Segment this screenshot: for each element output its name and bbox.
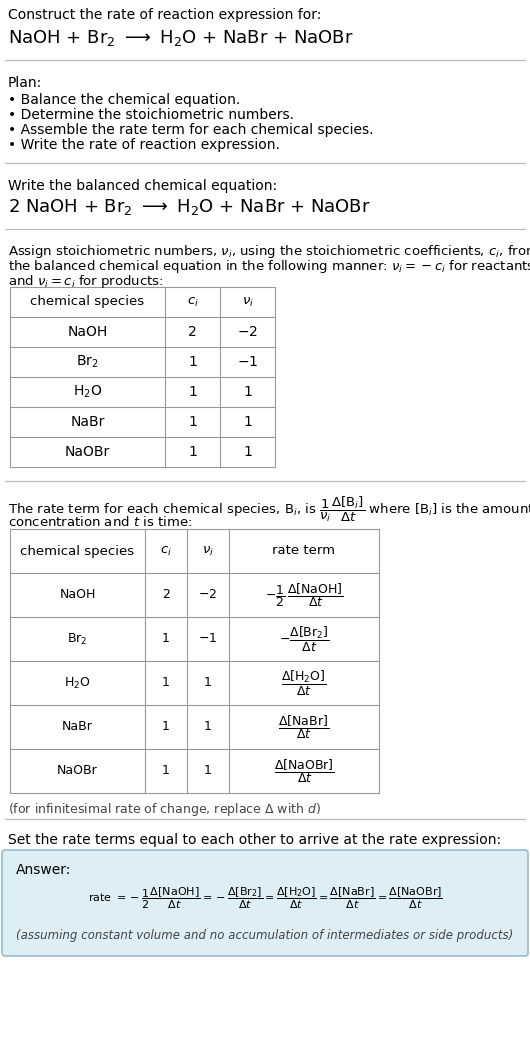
Text: 1: 1 xyxy=(188,415,197,429)
Text: • Write the rate of reaction expression.: • Write the rate of reaction expression. xyxy=(8,138,280,152)
Text: $-\dfrac{1}{2}\,\dfrac{\Delta[\mathrm{NaOH}]}{\Delta t}$: $-\dfrac{1}{2}\,\dfrac{\Delta[\mathrm{Na… xyxy=(264,581,343,609)
Text: 1: 1 xyxy=(204,720,212,734)
Text: $-\dfrac{\Delta[\mathrm{Br}_2]}{\Delta t}$: $-\dfrac{\Delta[\mathrm{Br}_2]}{\Delta t… xyxy=(279,624,329,653)
Text: 2 NaOH + Br$_2$ $\longrightarrow$ H$_2$O + NaBr + NaOBr: 2 NaOH + Br$_2$ $\longrightarrow$ H$_2$O… xyxy=(8,197,370,217)
Text: 1: 1 xyxy=(188,355,197,369)
Text: chemical species: chemical species xyxy=(30,296,145,308)
Text: rate term: rate term xyxy=(272,545,335,557)
FancyBboxPatch shape xyxy=(2,850,528,956)
Bar xyxy=(10,529,379,793)
Text: Write the balanced chemical equation:: Write the balanced chemical equation: xyxy=(8,179,277,193)
Text: $-1$: $-1$ xyxy=(198,632,218,645)
Text: 1: 1 xyxy=(188,445,197,458)
Text: Br$_2$: Br$_2$ xyxy=(67,631,88,646)
Text: 2: 2 xyxy=(162,589,170,601)
Text: NaOH + Br$_2$ $\longrightarrow$ H$_2$O + NaBr + NaOBr: NaOH + Br$_2$ $\longrightarrow$ H$_2$O +… xyxy=(8,28,354,48)
Text: Construct the rate of reaction expression for:: Construct the rate of reaction expressio… xyxy=(8,8,321,22)
Text: NaBr: NaBr xyxy=(62,720,93,734)
Text: 1: 1 xyxy=(204,765,212,777)
Text: $c_i$: $c_i$ xyxy=(187,296,198,308)
Text: $\dfrac{\Delta[\mathrm{H_2O}]}{\Delta t}$: $\dfrac{\Delta[\mathrm{H_2O}]}{\Delta t}… xyxy=(281,669,327,697)
Text: 1: 1 xyxy=(243,415,252,429)
Text: 1: 1 xyxy=(162,765,170,777)
Text: $\dfrac{\Delta[\mathrm{NaBr}]}{\Delta t}$: $\dfrac{\Delta[\mathrm{NaBr}]}{\Delta t}… xyxy=(278,713,330,741)
Text: 2: 2 xyxy=(188,325,197,339)
Text: 1: 1 xyxy=(204,676,212,690)
Text: $-2$: $-2$ xyxy=(198,589,217,601)
Text: NaOBr: NaOBr xyxy=(57,765,98,777)
Text: (assuming constant volume and no accumulation of intermediates or side products): (assuming constant volume and no accumul… xyxy=(16,929,514,943)
Text: $-2$: $-2$ xyxy=(237,325,258,339)
Text: 1: 1 xyxy=(188,384,197,399)
Text: 1: 1 xyxy=(162,632,170,645)
Text: Plan:: Plan: xyxy=(8,76,42,90)
Text: Assign stoichiometric numbers, $\nu_i$, using the stoichiometric coefficients, $: Assign stoichiometric numbers, $\nu_i$, … xyxy=(8,243,530,260)
Text: • Balance the chemical equation.: • Balance the chemical equation. xyxy=(8,93,240,107)
Text: The rate term for each chemical species, B$_i$, is $\dfrac{1}{\nu_i}\dfrac{\Delt: The rate term for each chemical species,… xyxy=(8,495,530,524)
Text: $-1$: $-1$ xyxy=(237,355,258,369)
Text: NaOH: NaOH xyxy=(67,325,108,339)
Text: 1: 1 xyxy=(243,384,252,399)
Text: chemical species: chemical species xyxy=(21,545,135,557)
Text: $\dfrac{\Delta[\mathrm{NaOBr}]}{\Delta t}$: $\dfrac{\Delta[\mathrm{NaOBr}]}{\Delta t… xyxy=(273,758,334,785)
Text: $\nu_i$: $\nu_i$ xyxy=(242,296,253,308)
Text: Br$_2$: Br$_2$ xyxy=(76,354,99,370)
Text: (for infinitesimal rate of change, replace $\Delta$ with $d$): (for infinitesimal rate of change, repla… xyxy=(8,801,321,818)
Text: $\nu_i$: $\nu_i$ xyxy=(202,545,214,557)
Text: the balanced chemical equation in the following manner: $\nu_i = -c_i$ for react: the balanced chemical equation in the fo… xyxy=(8,258,530,275)
Text: NaOBr: NaOBr xyxy=(65,445,110,458)
Text: $c_i$: $c_i$ xyxy=(160,545,172,557)
Text: Answer:: Answer: xyxy=(16,863,72,877)
Text: • Assemble the rate term for each chemical species.: • Assemble the rate term for each chemic… xyxy=(8,123,374,137)
Text: Set the rate terms equal to each other to arrive at the rate expression:: Set the rate terms equal to each other t… xyxy=(8,833,501,847)
Bar xyxy=(10,287,275,467)
Text: and $\nu_i = c_i$ for products:: and $\nu_i = c_i$ for products: xyxy=(8,273,164,290)
Text: H$_2$O: H$_2$O xyxy=(73,383,102,400)
Text: • Determine the stoichiometric numbers.: • Determine the stoichiometric numbers. xyxy=(8,108,294,122)
Text: concentration and $t$ is time:: concentration and $t$ is time: xyxy=(8,515,192,529)
Text: rate $= -\dfrac{1}{2}\dfrac{\Delta[\mathrm{NaOH}]}{\Delta t} = -\dfrac{\Delta[\m: rate $= -\dfrac{1}{2}\dfrac{\Delta[\math… xyxy=(87,886,443,911)
Text: 1: 1 xyxy=(243,445,252,458)
Text: NaOH: NaOH xyxy=(59,589,96,601)
Text: NaBr: NaBr xyxy=(70,415,105,429)
Text: H$_2$O: H$_2$O xyxy=(64,675,91,691)
Text: 1: 1 xyxy=(162,676,170,690)
Text: 1: 1 xyxy=(162,720,170,734)
